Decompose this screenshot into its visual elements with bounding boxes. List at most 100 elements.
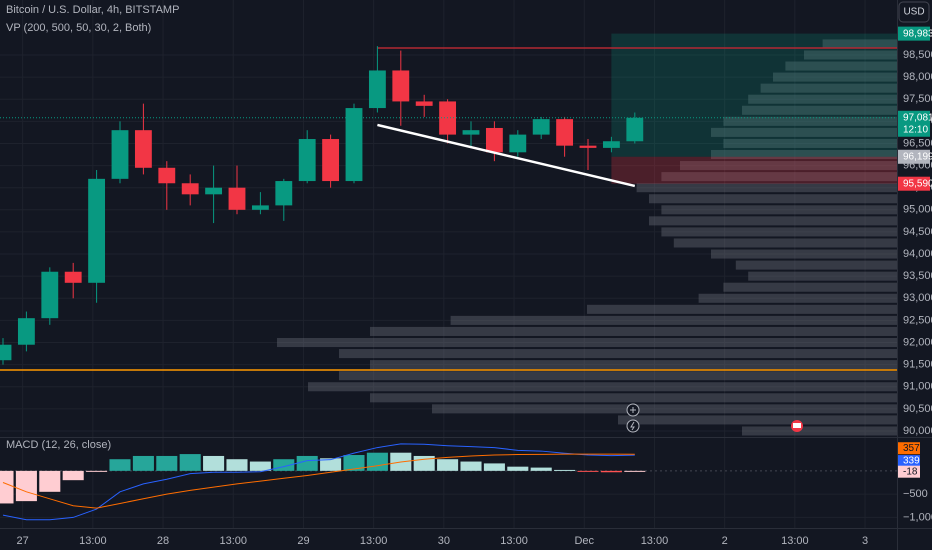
histogram-bar xyxy=(179,454,201,471)
indicator-label: VP (200, 500, 50, 30, 2, Both) xyxy=(6,22,151,34)
chart-title: Bitcoin / U.S. Dollar, 4h, BITSTAMP xyxy=(6,4,179,16)
y-tick-label: 94,500 xyxy=(903,226,932,238)
histogram-bar xyxy=(273,459,295,471)
price-label-bg xyxy=(898,110,930,137)
candle-body xyxy=(111,130,129,179)
candle-body xyxy=(368,70,386,109)
histogram-bar xyxy=(249,461,271,471)
volume-profile-row xyxy=(742,105,897,115)
x-tick-label: 13:00 xyxy=(641,535,669,547)
price-label: 95,590 xyxy=(903,178,932,189)
y-tick-label: 93,000 xyxy=(903,292,932,304)
volume-profile-row xyxy=(773,72,897,82)
x-tick-label: 13:00 xyxy=(781,535,809,547)
x-tick-label: Dec xyxy=(574,535,594,547)
candle-body xyxy=(17,318,35,345)
y-tick-label: 94,000 xyxy=(903,248,932,260)
histogram-bar xyxy=(600,470,622,473)
candle-body xyxy=(0,344,12,361)
volume-profile-row xyxy=(680,161,897,171)
candle-body xyxy=(41,271,59,319)
volume-profile-row xyxy=(723,282,897,292)
currency-label[interactable]: USD xyxy=(903,7,924,18)
volume-profile-row xyxy=(711,249,897,259)
value-label: 339 xyxy=(903,456,920,467)
volume-profile-row xyxy=(339,349,897,359)
volume-profile-row xyxy=(673,238,897,248)
histogram-bar xyxy=(483,463,505,471)
y-tick-label: 93,500 xyxy=(903,270,932,282)
loss-zone xyxy=(611,156,897,184)
value-label-bg xyxy=(898,455,920,468)
price-label: 98,983 xyxy=(903,28,932,39)
y-tick-label: 98,500 xyxy=(903,49,932,61)
volume-profile-row xyxy=(698,293,897,303)
candle-body xyxy=(579,145,597,148)
candle-body xyxy=(158,167,176,184)
histogram-bar xyxy=(226,459,248,471)
volume-profile-row xyxy=(339,371,897,381)
price-label: 97,081 xyxy=(903,112,932,123)
volume-profile-row xyxy=(822,39,897,49)
histogram-bar xyxy=(62,470,84,481)
histogram-bar xyxy=(203,455,225,471)
candle-body xyxy=(228,187,246,210)
plot-layer xyxy=(0,0,897,528)
volume-profile-row xyxy=(748,94,897,104)
candle-body xyxy=(626,117,644,142)
candle-body xyxy=(415,101,433,106)
histogram-bar xyxy=(554,469,576,471)
y-tick-label: 90,500 xyxy=(903,403,932,415)
candle-body xyxy=(532,119,550,135)
y-tick-label: 98,000 xyxy=(903,71,932,83)
volume-profile-row xyxy=(723,138,897,148)
candle-body xyxy=(275,181,293,206)
volume-profile-row xyxy=(636,183,897,193)
volume-profile-row xyxy=(735,260,897,270)
y-tick-label: 91,500 xyxy=(903,359,932,371)
histogram-bar xyxy=(86,470,108,472)
x-tick-label: 29 xyxy=(297,535,309,547)
volume-profile-row xyxy=(785,61,897,71)
y-tick-label: −500 xyxy=(903,488,928,500)
alert-icon xyxy=(630,421,635,431)
candle-body xyxy=(134,130,152,168)
candle-body xyxy=(322,139,340,182)
volume-profile-row xyxy=(649,216,897,226)
volume-profile-row xyxy=(661,205,897,215)
volume-profile-row xyxy=(748,271,897,281)
value-label: -18 xyxy=(903,466,918,477)
candle-body xyxy=(251,205,269,210)
volume-profile-row xyxy=(370,326,897,336)
y-tick-label: 95,000 xyxy=(903,204,932,216)
histogram-bar xyxy=(320,458,342,471)
currency-button[interactable] xyxy=(898,1,930,23)
macd-line xyxy=(2,453,635,509)
histogram-bar xyxy=(460,461,482,471)
volume-profile-row xyxy=(587,304,897,314)
volume-profile-row xyxy=(723,116,897,126)
macd-line xyxy=(2,443,635,521)
candle-body xyxy=(392,70,410,102)
candle-body xyxy=(181,183,199,195)
candle-body xyxy=(485,127,503,153)
volume-profile-row xyxy=(661,227,897,237)
volume-profile-row xyxy=(618,415,897,425)
candle-body xyxy=(509,134,527,153)
volume-profile-row xyxy=(432,404,897,414)
volume-profile-row xyxy=(711,149,897,160)
candle-body xyxy=(88,178,106,283)
alert-button[interactable] xyxy=(626,419,640,433)
histogram-bar xyxy=(0,470,14,504)
macd-title: MACD (12, 26, close) xyxy=(6,439,111,451)
profit-zone xyxy=(611,33,897,157)
value-label: 357 xyxy=(903,443,920,454)
candle-body xyxy=(205,187,223,195)
x-tick-label: 28 xyxy=(157,535,169,547)
candle-body xyxy=(462,130,480,135)
y-tick-label: 91,000 xyxy=(903,381,932,393)
y-tick-label: 97,500 xyxy=(903,93,932,105)
histogram-bar xyxy=(15,470,37,502)
x-tick-label: 27 xyxy=(17,535,29,547)
